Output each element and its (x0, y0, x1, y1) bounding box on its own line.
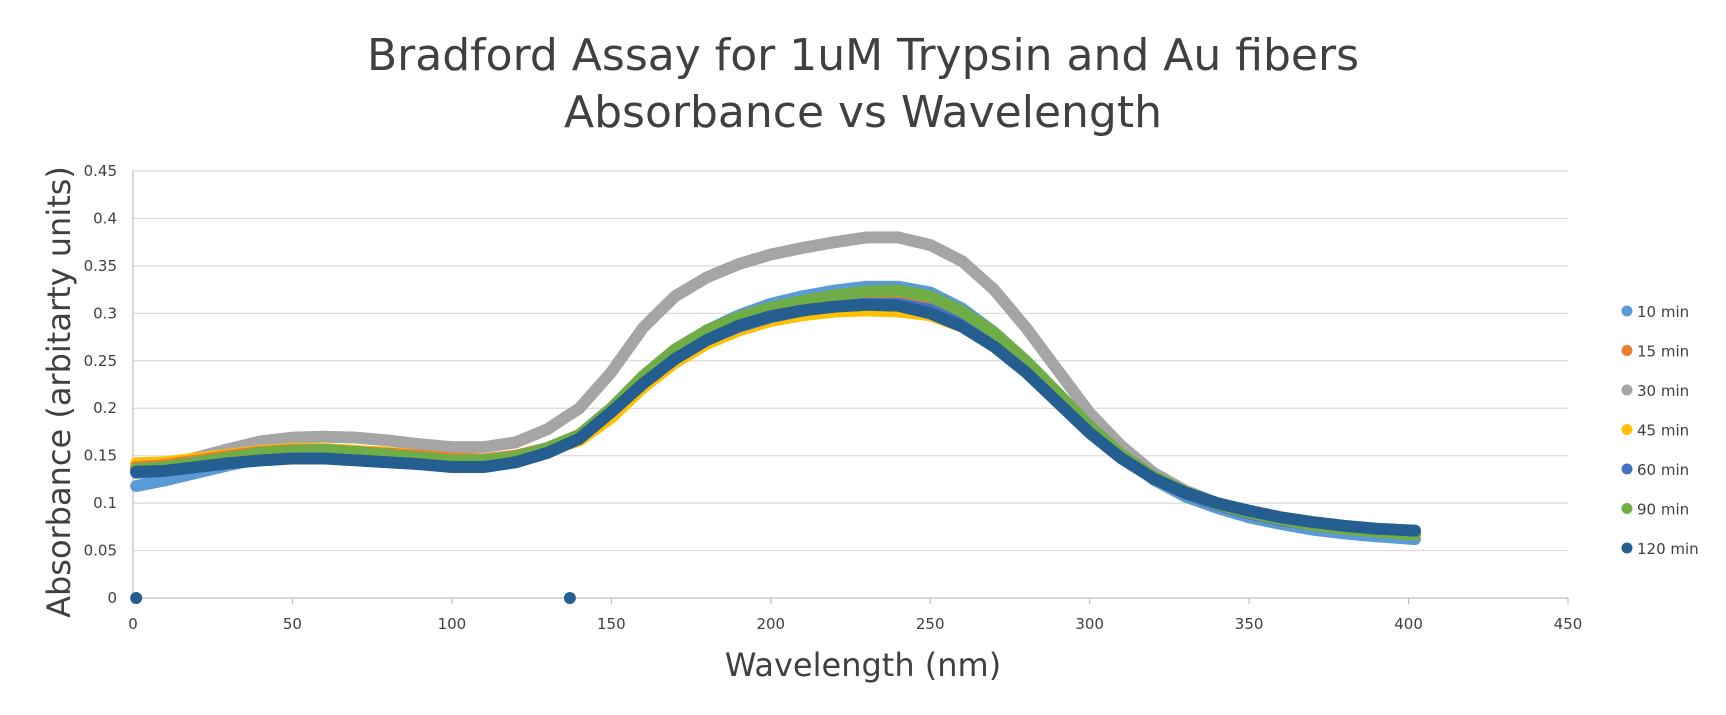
x-tick-label: 300 (1075, 615, 1104, 633)
y-tick-label: 0 (107, 589, 117, 607)
chart-title-line-2: Absorbance vs Wavelength (564, 87, 1162, 138)
legend-item: 60 min (1621, 461, 1689, 479)
legend-marker (1621, 305, 1633, 317)
data-point-outlier (130, 592, 143, 604)
x-tick-label: 150 (597, 615, 626, 633)
y-tick-label: 0.1 (93, 494, 117, 512)
series-30-min (130, 231, 1421, 540)
legend-marker (1621, 345, 1633, 356)
legend-marker (1621, 463, 1633, 475)
x-tick-label: 50 (283, 615, 302, 633)
legend-marker (1621, 424, 1633, 435)
x-tick-label: 350 (1235, 615, 1264, 633)
legend-marker (1621, 542, 1633, 554)
x-tick-label: 100 (438, 615, 467, 633)
legend-label: 120 min (1637, 540, 1699, 558)
series-120-min (130, 298, 1421, 537)
legend-label: 30 min (1637, 382, 1689, 400)
legend-label: 60 min (1637, 461, 1689, 479)
x-axis-title: Wavelength (nm) (725, 646, 1001, 684)
legend-label: 45 min (1637, 422, 1689, 440)
y-tick-label: 0.3 (93, 304, 117, 322)
y-tick-label: 0.45 (84, 162, 117, 180)
x-tick-label: 0 (128, 615, 138, 633)
data-point (1408, 524, 1421, 537)
y-tick-label: 0.4 (93, 209, 117, 227)
y-axis-title: Absorbance (arbitarty units) (40, 166, 78, 618)
legend-marker (1621, 503, 1633, 514)
legend-label: 90 min (1637, 501, 1689, 519)
y-tick-label: 0.2 (93, 399, 117, 417)
x-tick-labels: 0 50 100 150 200 250 300 350 400 450 (128, 615, 1582, 633)
data-point-outlier (563, 592, 576, 604)
legend: 10 min 15 min 30 min 45 min 60 min 90 min 120 … (1621, 303, 1699, 558)
y-tick-label: 0.15 (84, 447, 117, 465)
legend-label: 10 min (1637, 303, 1689, 321)
plot-series (130, 231, 1421, 604)
gridlines (132, 170, 1569, 604)
x-tick-label: 250 (916, 615, 945, 633)
y-tick-label: 0.35 (84, 257, 117, 275)
x-tick-label: 450 (1554, 615, 1583, 633)
x-tick-label: 400 (1394, 615, 1423, 633)
chart-title-line-1: Bradford Assay for 1uM Trypsin and Au fi… (367, 30, 1359, 81)
y-tick-label: 0.25 (84, 352, 117, 370)
legend-label: 15 min (1637, 343, 1689, 361)
legend-marker (1621, 384, 1633, 396)
legend-item: 10 min (1621, 303, 1689, 321)
x-tick-label: 200 (756, 615, 785, 633)
y-tick-label: 0.05 (84, 542, 117, 560)
legend-item: 120 min (1621, 540, 1699, 558)
legend-item: 15 min (1621, 343, 1689, 361)
legend-item: 45 min (1621, 422, 1689, 440)
y-tick-labels: 0 0.05 0.1 0.15 0.2 0.25 0.3 0.35 0.4 0.45 (84, 162, 117, 607)
legend-item: 30 min (1621, 382, 1689, 400)
legend-item: 90 min (1621, 501, 1689, 519)
